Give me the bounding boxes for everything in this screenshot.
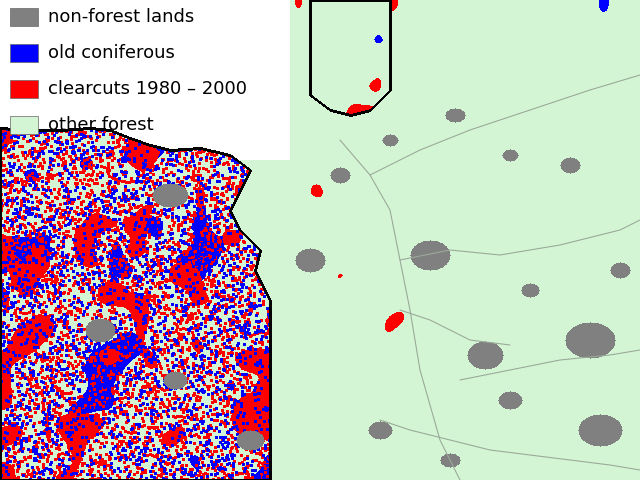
Text: clearcuts 1980 – 2000: clearcuts 1980 – 2000	[48, 80, 247, 98]
Text: other forest: other forest	[48, 116, 154, 134]
Polygon shape	[10, 80, 38, 98]
Polygon shape	[10, 116, 38, 134]
Polygon shape	[10, 8, 38, 26]
Text: old coniferous: old coniferous	[48, 44, 175, 62]
Text: non-forest lands: non-forest lands	[48, 8, 195, 26]
Polygon shape	[10, 44, 38, 62]
